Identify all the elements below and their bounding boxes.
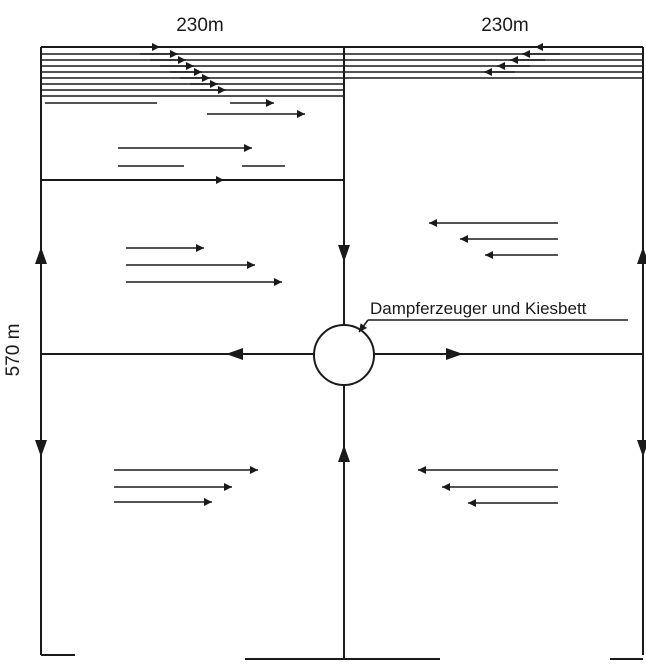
top-left-cascade-arrows	[120, 43, 226, 94]
width-label-right: 230m	[481, 15, 529, 36]
arrow-left-wall-down	[35, 440, 47, 457]
arrow-horizontal-right	[446, 348, 463, 360]
top-right-cascade-arrows	[484, 43, 580, 76]
arrow-left-wall-up	[35, 247, 47, 264]
lower-left-panel-flow	[114, 466, 258, 506]
main-corridors	[41, 47, 643, 659]
arrow-horizontal-left	[226, 348, 243, 360]
width-label-left: 230m	[176, 15, 224, 36]
callout-leader	[358, 319, 369, 333]
middle-right-panel-flow	[429, 219, 558, 259]
arrow-right-wall-up	[637, 247, 646, 264]
arrow-center-down	[338, 245, 350, 262]
steam-generator-circle	[313, 324, 375, 386]
top-right-strata	[344, 53, 643, 79]
middle-left-panel-flow	[126, 244, 282, 286]
arrow-right-wall-down	[637, 440, 646, 457]
lower-right-panel-flow	[418, 466, 558, 507]
upper-left-panel-flow	[45, 99, 305, 184]
height-label: 570 m	[3, 324, 24, 377]
steam-generator-label: Dampferzeuger und Kiesbett	[370, 299, 587, 318]
arrow-center-up	[338, 445, 350, 462]
corridor-direction-arrows	[35, 245, 646, 462]
top-left-strata	[41, 53, 344, 97]
